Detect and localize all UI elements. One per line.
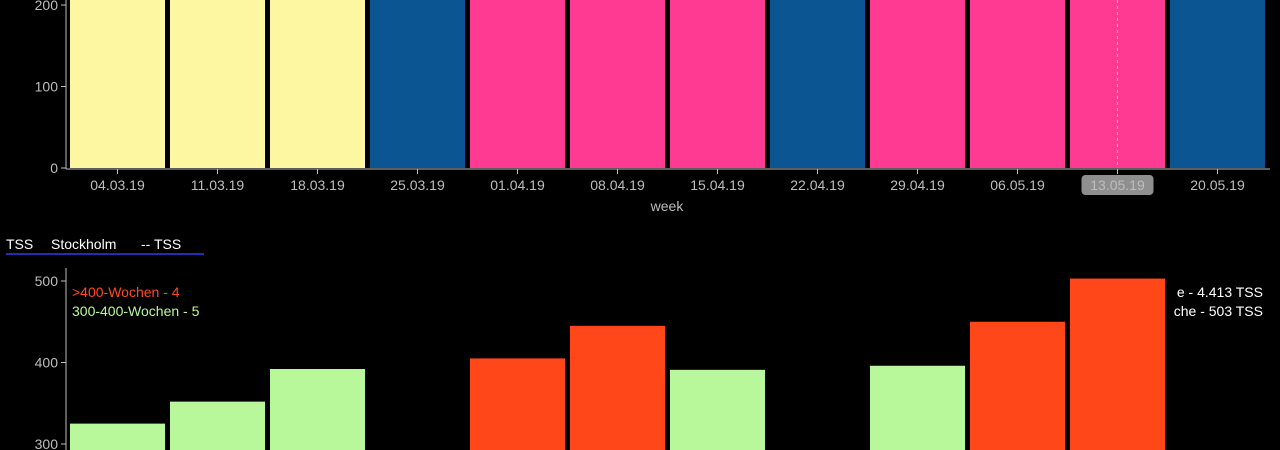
top-y-tick-label: 100 — [35, 79, 59, 95]
top-x-tick-label[interactable]: 11.03.19 — [191, 177, 245, 193]
top-x-tick-label[interactable]: 20.05.19 — [1190, 177, 1245, 193]
chart-legend[interactable]: TSS Stockholm -- TSS — [6, 236, 204, 255]
stat-total-tss: e - 4.413 TSS — [1177, 284, 1263, 300]
bottom-y-tick-label: 500 — [35, 273, 59, 289]
top-bar-06.05.19[interactable] — [970, 0, 1065, 168]
top-bar-15.04.19[interactable] — [670, 0, 765, 168]
highlight-label-bg — [1081, 175, 1154, 195]
legend-item-tss[interactable]: TSS — [6, 236, 33, 252]
top-bar-20.05.19[interactable] — [1170, 0, 1265, 168]
tss-bar-04.03.19[interactable] — [70, 423, 165, 450]
top-x-tick-label[interactable]: 15.04.19 — [690, 177, 745, 193]
tss-bar-11.03.19[interactable] — [170, 401, 265, 450]
weekly-category-chart: 04.03.19 11.03.19 18.03.19 25.03.19 01.04.19… — [35, 0, 1270, 214]
top-bar-01.04.19[interactable] — [470, 0, 565, 168]
top-x-tick-label[interactable]: 01.04.19 — [490, 177, 545, 193]
tss-weekly-chart: 300 400 500 — [35, 268, 1165, 450]
bottom-y-tick-label: 300 — [35, 436, 59, 450]
top-bar-04.03.19[interactable] — [70, 0, 165, 168]
top-x-tick-label[interactable]: 08.04.19 — [590, 177, 645, 193]
tss-bar-29.04.19[interactable] — [870, 365, 965, 450]
stats-annotations: >400-Wochen - 4 300-400-Wochen - 5 e - 4… — [72, 284, 1263, 319]
stat-300-400: 300-400-Wochen - 5 — [72, 303, 200, 319]
top-x-tick-label[interactable]: 04.03.19 — [90, 177, 145, 193]
legend-item-dash-tss[interactable]: -- TSS — [141, 236, 181, 252]
top-x-axis-title: week — [650, 198, 685, 214]
top-bar-08.04.19[interactable] — [570, 0, 665, 168]
stat-max-week-tss: che - 503 TSS — [1174, 303, 1263, 319]
top-x-tick-label[interactable]: 18.03.19 — [290, 177, 345, 193]
tss-bar-08.04.19[interactable] — [570, 325, 665, 450]
tss-bar-15.04.19[interactable] — [670, 369, 765, 450]
top-bar-25.03.19[interactable] — [370, 0, 465, 168]
top-x-tick-label[interactable]: 29.04.19 — [890, 177, 945, 193]
top-bar-22.04.19[interactable] — [770, 0, 865, 168]
stat-over-400: >400-Wochen - 4 — [72, 284, 180, 300]
bottom-y-tick-label: 400 — [35, 355, 59, 371]
top-bar-11.03.19[interactable] — [170, 0, 265, 168]
tss-bar-01.04.19[interactable] — [470, 358, 565, 450]
top-x-tick-label[interactable]: 25.03.19 — [390, 177, 445, 193]
top-x-tick-label[interactable]: 22.04.19 — [790, 177, 845, 193]
top-x-tick-label[interactable]: 13.05.19 — [1090, 177, 1145, 193]
top-x-tick-label[interactable]: 06.05.19 — [990, 177, 1045, 193]
top-bar-29.04.19[interactable] — [870, 0, 965, 168]
tss-bar-18.03.19[interactable] — [270, 369, 365, 450]
top-y-tick-label: 200 — [35, 0, 59, 13]
tss-bar-06.05.19[interactable] — [970, 321, 1065, 450]
top-y-tick-label: 0 — [50, 160, 58, 176]
top-bar-18.03.19[interactable] — [270, 0, 365, 168]
legend-item-stockholm[interactable]: Stockholm — [51, 236, 116, 252]
tss-bar-13.05.19[interactable] — [1070, 278, 1165, 450]
